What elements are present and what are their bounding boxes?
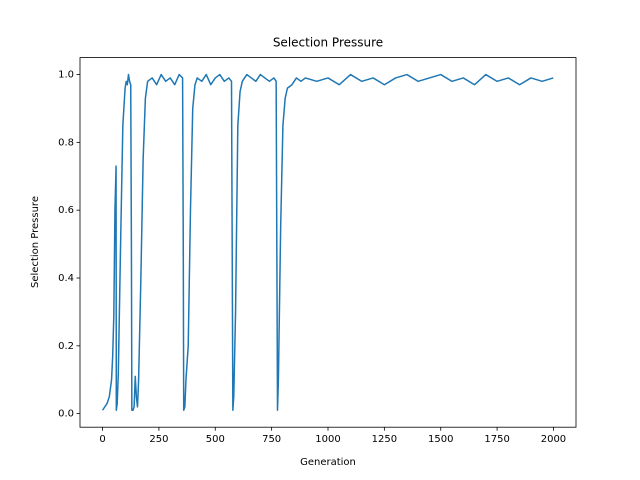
x-tick-label: 1500 (428, 434, 453, 445)
x-tick-label: 1750 (484, 434, 509, 445)
chart-title: Selection Pressure (273, 36, 383, 50)
data-line (101, 73, 554, 411)
y-tick-label: 0.0 (58, 409, 74, 420)
y-tick-label: 0.8 (58, 137, 74, 148)
x-tick-label: 1000 (315, 434, 340, 445)
x-tick-label: 2000 (541, 434, 566, 445)
x-tick-label: 1250 (372, 434, 397, 445)
x-tick-label: 250 (149, 434, 168, 445)
x-tick-label: 750 (262, 434, 281, 445)
y-tick-label: 0.4 (58, 273, 74, 284)
x-tick-label: 0 (99, 434, 105, 445)
y-tick-label: 0.6 (58, 205, 74, 216)
x-axis-label: Generation (300, 457, 356, 468)
plot-frame (79, 57, 577, 428)
y-tick-label: 1.0 (58, 70, 74, 81)
y-axis-label: Selection Pressure (30, 196, 41, 288)
x-tick-label: 500 (206, 434, 225, 445)
y-tick-label: 0.2 (58, 341, 74, 352)
